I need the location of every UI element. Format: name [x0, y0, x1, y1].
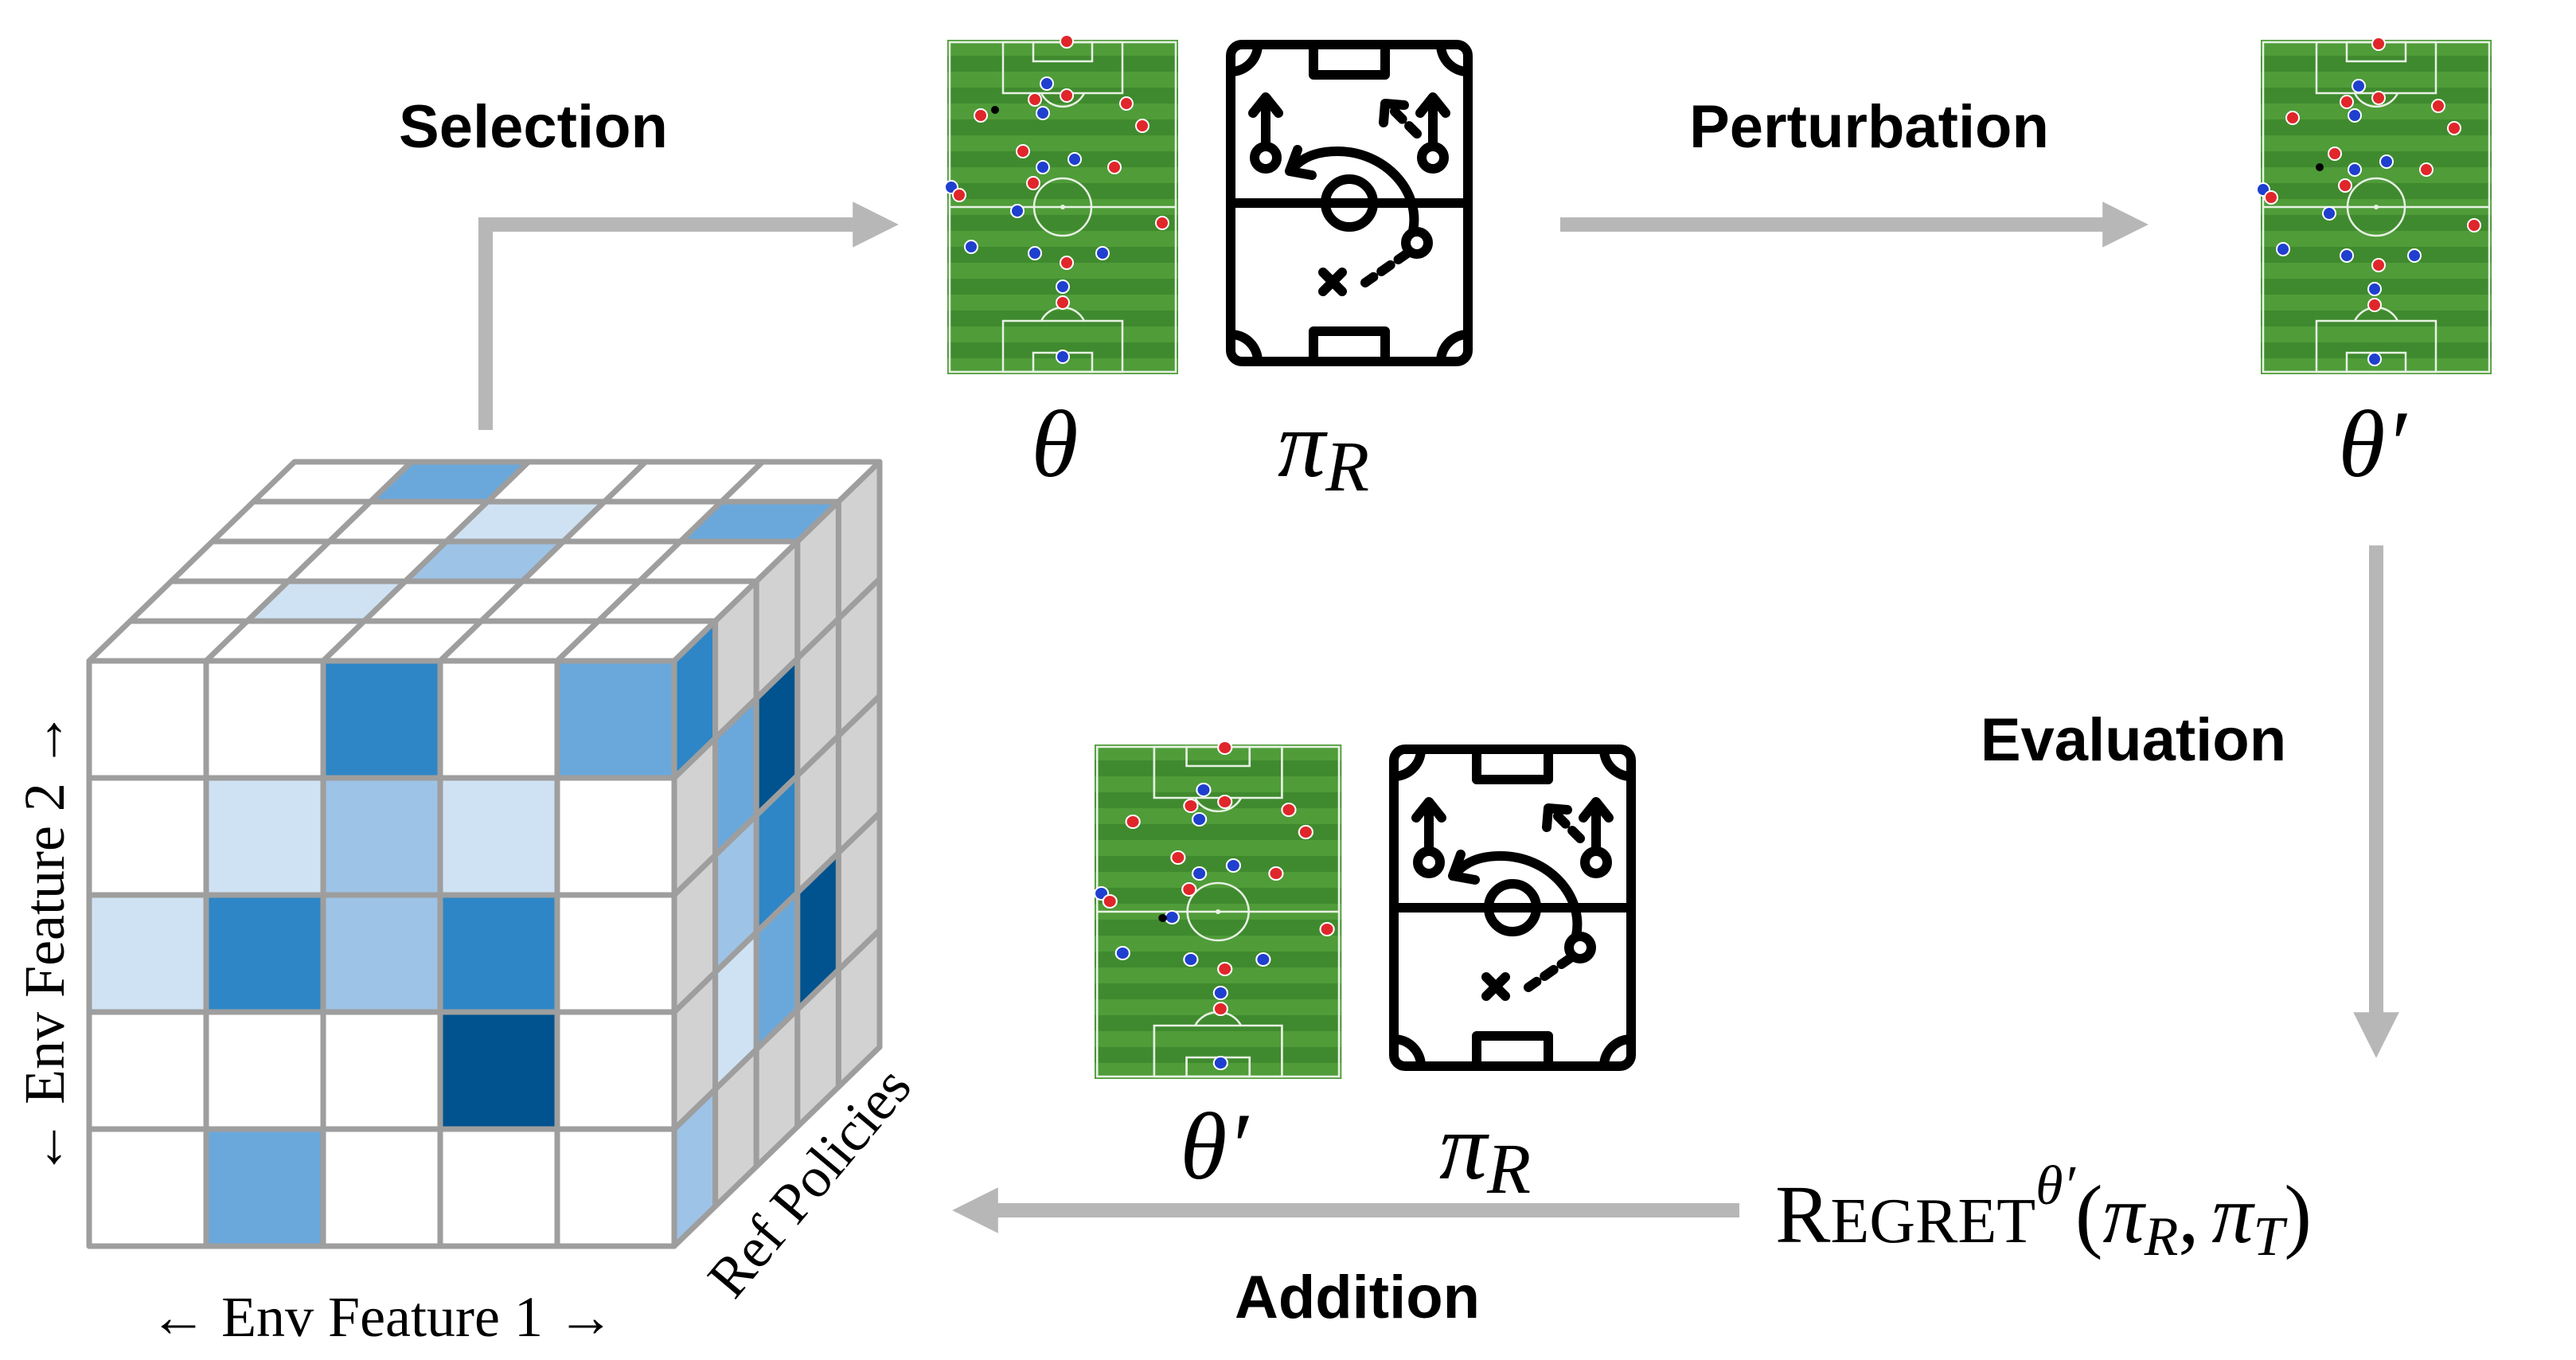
regret-formula: REGRETθ′(πR, πT): [1775, 1155, 2312, 1268]
front-face-cell: [86, 775, 209, 898]
front-face-cell: [86, 658, 209, 781]
env-feature-2-label: ← Env Feature 2 →: [13, 711, 76, 1176]
front-face-cell: [437, 1009, 560, 1132]
front-face-cell: [554, 658, 677, 781]
pitch-theta-prime: [2256, 37, 2493, 376]
front-face-cell: [203, 1126, 326, 1249]
front-face-cell: [437, 892, 560, 1015]
theta-prime-symbol: θ′: [2338, 391, 2407, 497]
tactics-board-icon: [1231, 45, 1468, 361]
pitch-theta: [944, 34, 1180, 376]
selection-label: Selection: [399, 93, 668, 161]
pitch-theta-prime-bottom: [1093, 740, 1343, 1081]
front-face-cell: [86, 1009, 209, 1132]
pi-r-symbol: πR: [1278, 391, 1369, 506]
selection-arrow: [478, 201, 899, 430]
front-face-cell: [554, 775, 677, 898]
front-face-cell: [437, 1126, 560, 1249]
front-face-cell: [320, 892, 443, 1015]
theta-prime-bottom-symbol: θ′: [1180, 1093, 1249, 1199]
front-face-cell: [554, 1009, 677, 1132]
front-face-cell: [320, 658, 443, 781]
front-face-cell: [86, 1126, 209, 1249]
front-face-cell: [203, 658, 326, 781]
front-face-cell: [320, 1126, 443, 1249]
tactics-board-icon-bottom: [1394, 749, 1631, 1066]
front-face-cell: [320, 1009, 443, 1132]
front-face-cell: [554, 1126, 677, 1249]
side-face-cell: [835, 927, 883, 1090]
front-face-cell: [203, 775, 326, 898]
front-face-cell: [320, 775, 443, 898]
front-face-cell: [437, 775, 560, 898]
theta-symbol: θ: [1032, 391, 1079, 497]
addition-label: Addition: [1235, 1264, 1480, 1331]
front-face-cell: [437, 658, 560, 781]
evaluation-label: Evaluation: [1981, 706, 2286, 774]
front-face-cell: [86, 892, 209, 1015]
perturbation-label: Perturbation: [1689, 93, 2049, 161]
env-feature-1-label: ← Env Feature 1 →: [150, 1285, 615, 1349]
front-face-cell: [554, 892, 677, 1015]
front-face-cell: [203, 892, 326, 1015]
front-face-cell: [203, 1009, 326, 1132]
archive-cube: [86, 459, 883, 1249]
pi-r-bottom-symbol: πR: [1439, 1093, 1531, 1209]
